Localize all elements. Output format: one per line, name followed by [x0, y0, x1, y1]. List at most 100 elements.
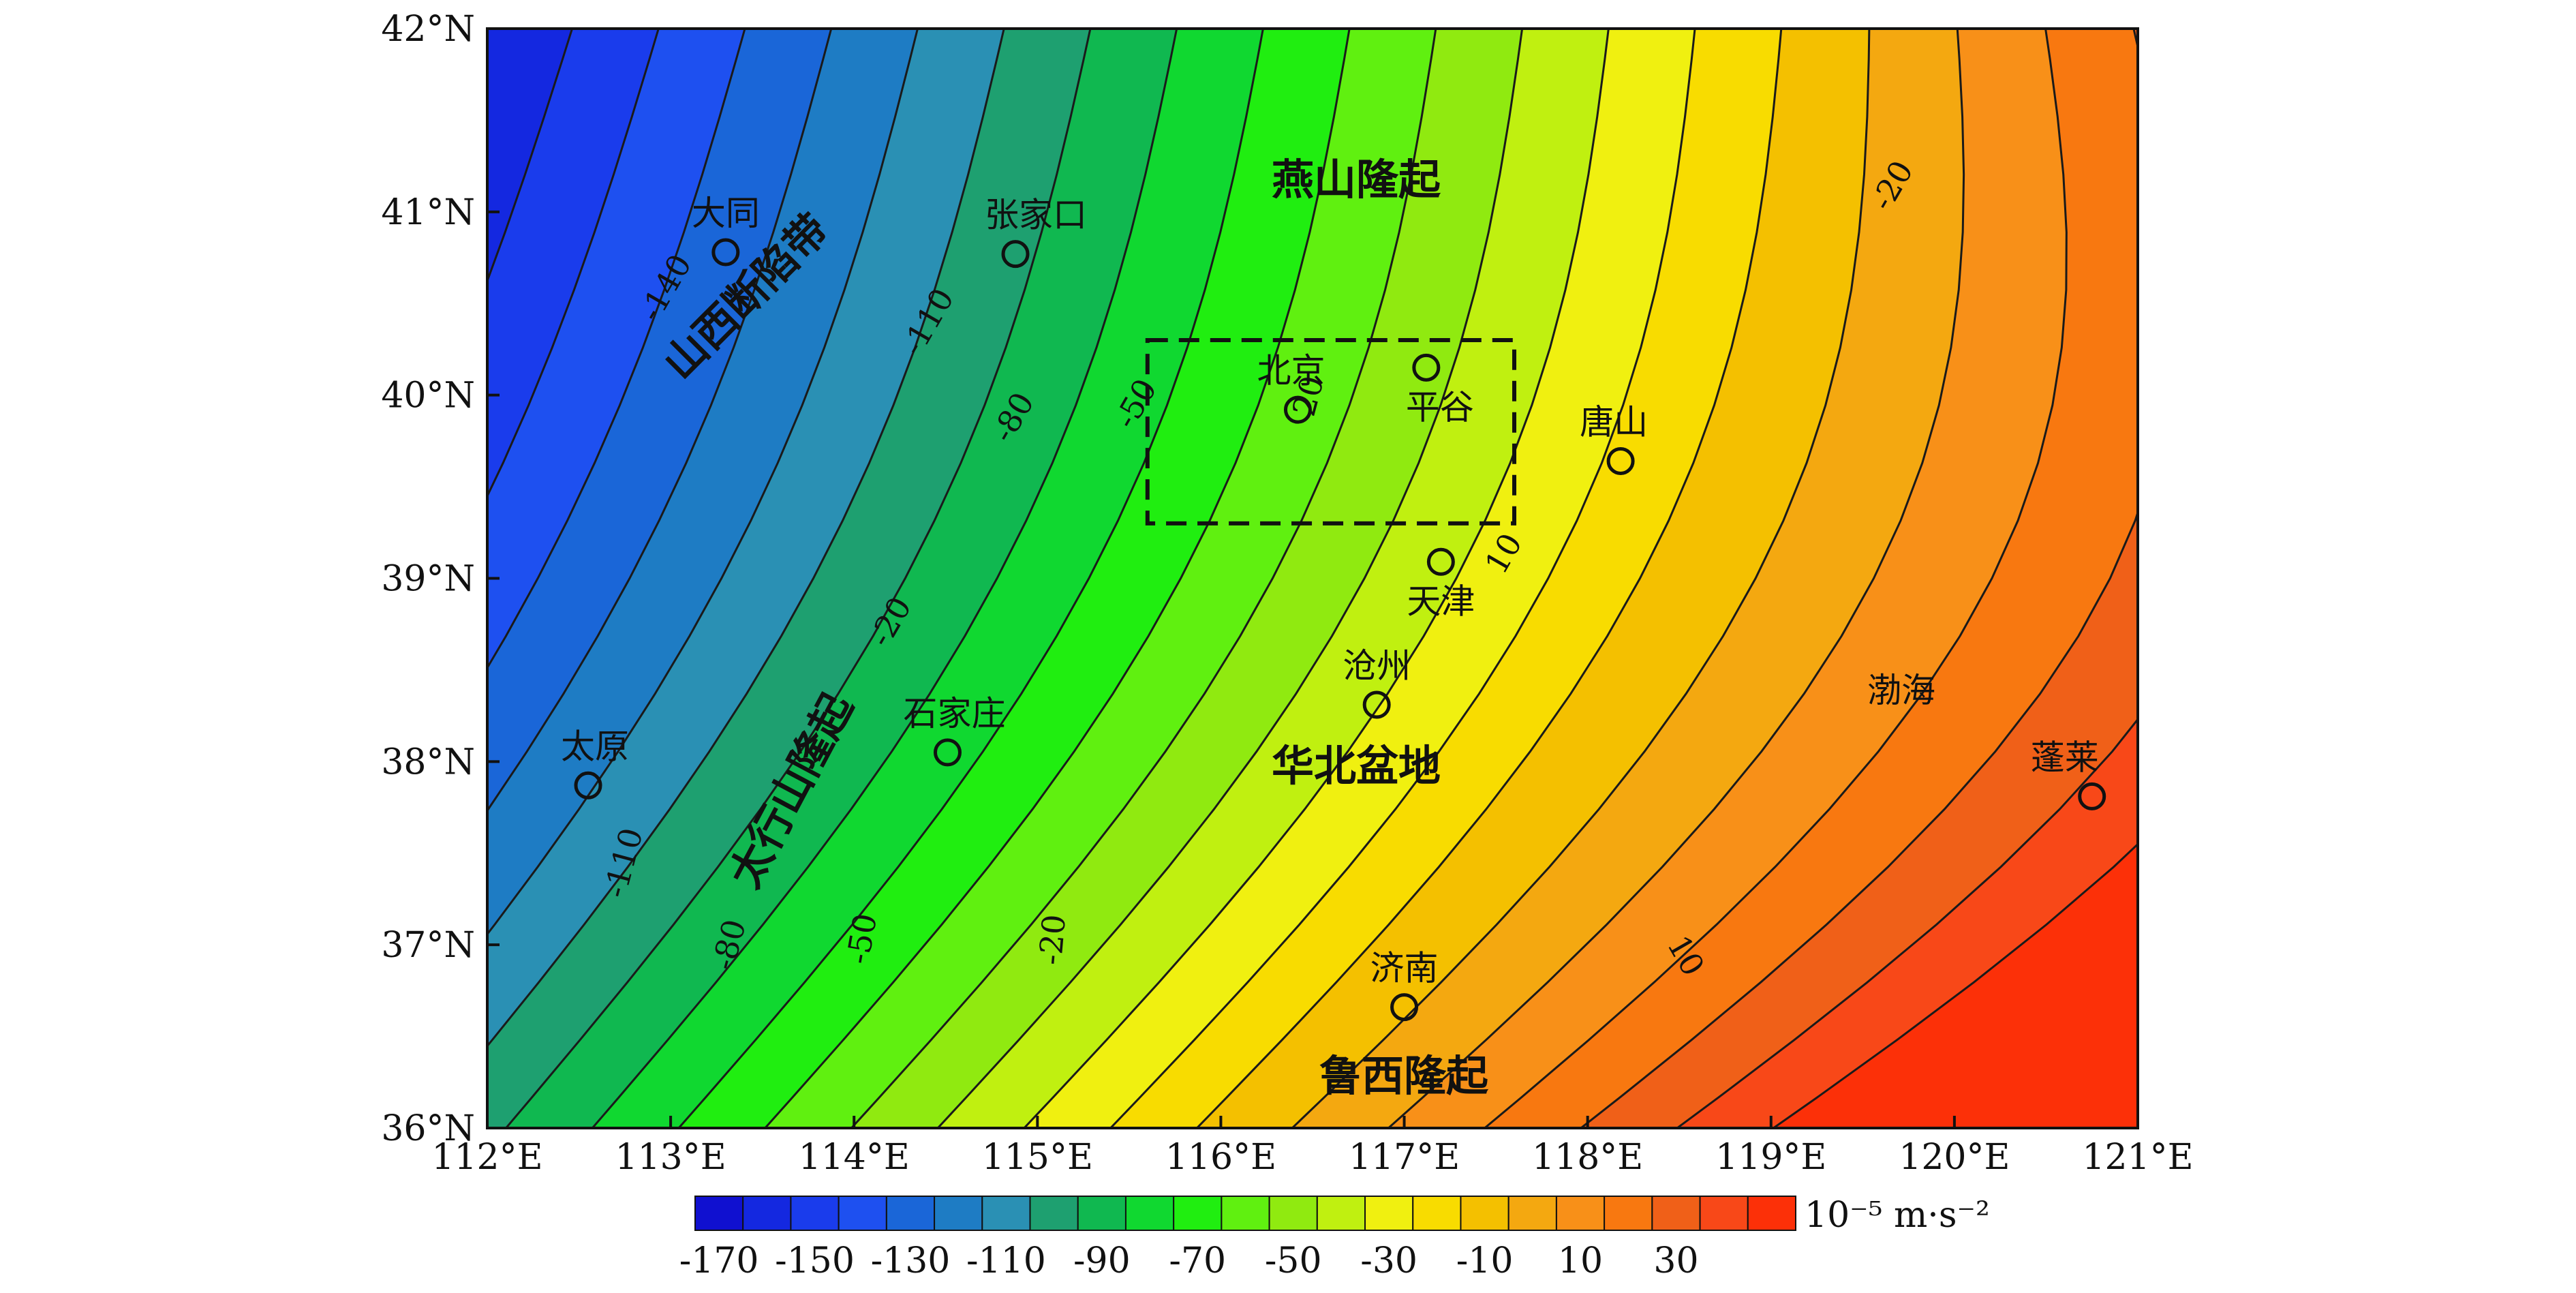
- contour-line: [1771, 842, 2138, 1128]
- colorbar-tick-label: -50: [1265, 1241, 1322, 1281]
- x-tick-label: 113°E: [615, 1137, 726, 1178]
- contour-line: [1290, 29, 1871, 1128]
- contour-line: [763, 29, 1351, 1128]
- colorbar-swatch: [1221, 1196, 1270, 1231]
- colorbar-swatch: [1555, 1196, 1606, 1231]
- y-tick-label: 41°N: [381, 192, 475, 233]
- city-marker: [1283, 395, 1312, 424]
- x-tick-label: 117°E: [1349, 1137, 1460, 1178]
- colorbar-tick-label: -130: [871, 1241, 951, 1281]
- colorbar-swatch: [1124, 1196, 1175, 1231]
- colorbar-swatch: [1604, 1196, 1653, 1231]
- y-tick-label: 37°N: [381, 925, 475, 966]
- contour-line: [1022, 29, 1610, 1128]
- city-label: 平谷: [1406, 387, 1474, 427]
- colorbar-tick-label: -90: [1073, 1241, 1131, 1281]
- colorbar-swatch: [1460, 1196, 1509, 1231]
- city-marker: [1606, 446, 1635, 475]
- colorbar-tick-label: -110: [966, 1241, 1046, 1281]
- city-label: 蓬莱: [2031, 737, 2099, 777]
- colorbar-swatch: [885, 1196, 936, 1231]
- colorbar-swatch: [1268, 1196, 1318, 1231]
- contour-line: [936, 29, 1524, 1128]
- x-tick-label: 112°E: [431, 1137, 542, 1178]
- contour-label: -50: [839, 911, 884, 967]
- city-marker: [1001, 240, 1030, 269]
- colorbar-swatch: [1364, 1196, 1414, 1231]
- colorbar-tick-label: 30: [1653, 1241, 1698, 1281]
- region-label: 华北盆地: [1272, 741, 1441, 791]
- contour-line: [1387, 29, 1965, 1128]
- x-tick-label: 120°E: [1899, 1137, 2010, 1178]
- colorbar-swatch: [1651, 1196, 1701, 1231]
- contour-line: [1195, 29, 1783, 1128]
- city-marker: [1362, 690, 1391, 719]
- contour-line: [1579, 29, 2138, 1128]
- contour-line: [487, 29, 574, 284]
- region-label: 渤海: [1867, 671, 1935, 710]
- x-tick-label: 115°E: [982, 1137, 1093, 1178]
- colorbar-swatch: [1316, 1196, 1366, 1231]
- colorbar-tick-label: -170: [679, 1241, 759, 1281]
- colorbar-tick-label: -30: [1360, 1241, 1417, 1281]
- contour-line: [487, 29, 1005, 1048]
- study-area-box: [1145, 338, 1517, 526]
- x-tick-label: 116°E: [1165, 1137, 1276, 1178]
- city-marker: [1390, 993, 1419, 1022]
- contour-line: [504, 29, 1092, 1128]
- colorbar-swatch: [1699, 1196, 1749, 1231]
- city-label: 沧州: [1343, 646, 1411, 686]
- y-tick-label: 42°N: [381, 9, 475, 50]
- city-label: 济南: [1370, 949, 1439, 988]
- y-axis: 36°N 37°N 38°N 39°N 40°N 41°N 42°N: [381, 9, 500, 1149]
- colorbar-tick-label: 10: [1558, 1241, 1603, 1281]
- colorbar-swatch: [1029, 1196, 1079, 1231]
- contour-label: -20: [1032, 913, 1073, 967]
- y-tick-label: 38°N: [381, 742, 475, 782]
- contour-line: [1109, 29, 1696, 1128]
- y-tick-label: 39°N: [381, 559, 475, 600]
- colorbar-swatch: [981, 1196, 1031, 1231]
- city-marker: [1426, 547, 1455, 576]
- city-marker: [2078, 782, 2106, 810]
- contour-line: [591, 29, 1178, 1128]
- city-marker: [711, 238, 740, 267]
- contour-line: [487, 29, 746, 670]
- contour-lines: [487, 29, 2138, 1128]
- colorbar-swatch: [1077, 1196, 1126, 1231]
- colorbar-swatch: [742, 1196, 792, 1231]
- contour-line: [487, 29, 919, 937]
- color-field: [487, 29, 2138, 1128]
- city-marker: [574, 771, 602, 800]
- city-label: 大同: [692, 194, 760, 233]
- colorbar: -170 -150 -130 -110 -90 -70 -50 -30 -10 10 30: [679, 1196, 1797, 1281]
- y-tick-label: 40°N: [381, 376, 475, 416]
- city-label: 张家口: [985, 196, 1087, 235]
- city-label: 北京: [1257, 351, 1325, 391]
- colorbar-unit: 10⁻⁵ m·s⁻²: [1805, 1195, 1990, 1236]
- colorbar-tick-label: -150: [775, 1241, 855, 1281]
- color-band: [487, 29, 572, 282]
- city-marker: [1412, 353, 1441, 382]
- region-label: 燕山隆起: [1272, 155, 1441, 204]
- x-axis: 112°E 113°E 114°E 115°E 116°E 117°E 118°E 119°E…: [431, 1116, 2194, 1178]
- contour-line: [850, 29, 1437, 1128]
- city-label: 石家庄: [903, 694, 1005, 733]
- colorbar-tick-label: -70: [1169, 1241, 1226, 1281]
- contour-line: [1483, 29, 2068, 1128]
- city-label: 唐山: [1580, 402, 1648, 442]
- contour-line: [677, 29, 1264, 1128]
- contour-line: [487, 29, 660, 499]
- colorbar-swatch: [694, 1196, 744, 1231]
- colorbar-tick-label: -10: [1456, 1241, 1514, 1281]
- contour-line: [487, 29, 833, 812]
- colorbar-swatch: [934, 1196, 983, 1231]
- contour-line: [1675, 717, 2138, 1128]
- colorbar-swatch: [1412, 1196, 1462, 1231]
- x-tick-label: 119°E: [1715, 1137, 1826, 1178]
- x-tick-label: 114°E: [799, 1137, 910, 1178]
- colorbar-swatch: [838, 1196, 887, 1231]
- region-label: 鲁西隆起: [1319, 1051, 1489, 1101]
